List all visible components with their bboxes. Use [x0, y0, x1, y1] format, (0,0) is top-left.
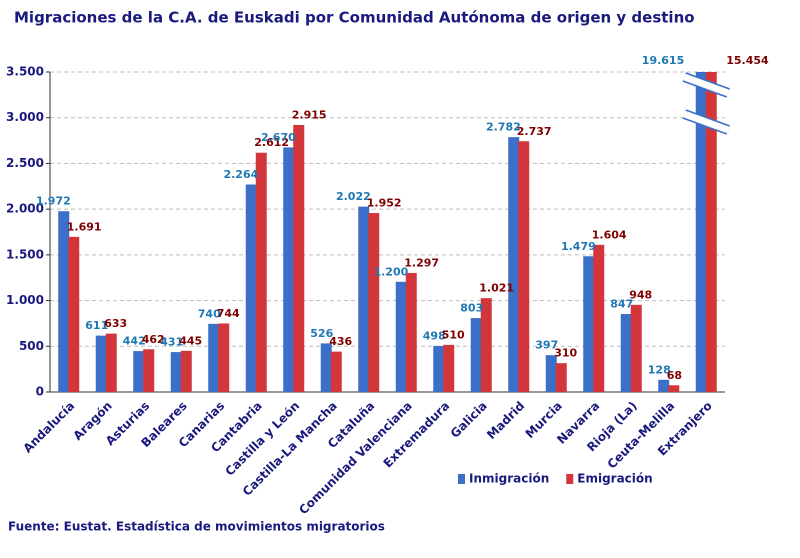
axis-break [683, 73, 730, 97]
bar [218, 323, 230, 392]
bar [583, 256, 595, 392]
value-label: 431 [160, 336, 183, 349]
bar [658, 379, 670, 392]
value-label: 526 [310, 327, 333, 340]
value-label: 397 [535, 339, 558, 352]
bar [470, 318, 482, 392]
bar [105, 333, 117, 392]
value-label: 2.737 [517, 125, 552, 138]
bar [433, 345, 445, 392]
bar [593, 244, 605, 392]
value-label: 948 [629, 288, 652, 301]
value-label: 15.454 [726, 54, 769, 67]
bar [620, 314, 632, 392]
bar [255, 152, 267, 392]
bar [293, 124, 305, 392]
value-label: 847 [610, 298, 633, 311]
bar [245, 184, 257, 392]
value-label: 611 [85, 319, 108, 332]
value-label: 1.479 [561, 240, 596, 253]
bar [95, 335, 107, 392]
y-tick-label: 500 [19, 339, 44, 353]
bar [180, 350, 192, 392]
bar [545, 355, 557, 392]
value-label: 68 [667, 369, 682, 382]
y-tick-label: 3.500 [6, 65, 44, 79]
bar [133, 351, 145, 392]
bar [443, 344, 455, 392]
y-tick-label: 2.500 [6, 156, 44, 170]
bar [283, 147, 295, 392]
bar [170, 352, 182, 392]
bar [395, 281, 407, 392]
value-label: 740 [198, 307, 221, 320]
value-label: 436 [329, 335, 352, 348]
bars [58, 72, 717, 392]
x-tick-label: Galicia [448, 399, 490, 441]
value-label: 2.612 [254, 136, 289, 149]
value-label: 1.021 [479, 282, 514, 295]
value-label: 1.297 [404, 256, 439, 269]
value-label: 2.782 [486, 121, 521, 134]
bar [68, 236, 80, 392]
legend-label: Emigración [577, 472, 652, 486]
value-label: 2.022 [336, 190, 371, 203]
bar [358, 206, 370, 392]
value-label: 633 [104, 317, 127, 330]
value-label: 2.264 [223, 168, 258, 181]
value-label: 310 [554, 347, 577, 360]
legend-label: Inmigración [469, 472, 549, 486]
value-label: 510 [442, 328, 465, 341]
x-tick-label: Extremadura [381, 399, 453, 471]
bar [330, 351, 342, 392]
value-label: 462 [142, 333, 165, 346]
legend-swatch [566, 474, 574, 484]
value-label: 744 [217, 307, 240, 320]
bar [630, 304, 642, 392]
bar [705, 72, 717, 392]
value-label: 442 [123, 335, 146, 348]
value-label: 2.670 [261, 131, 296, 144]
x-tick-label: Andalucía [20, 399, 77, 456]
bar [668, 385, 680, 392]
axis-break [683, 110, 730, 134]
y-tick-label: 1.500 [6, 247, 44, 261]
y-tick-label: 3.000 [6, 110, 44, 124]
bar [143, 349, 155, 392]
bar [58, 211, 70, 392]
x-tick-label: Ceuta-Melilla [605, 399, 678, 472]
source-note: Fuente: Eustat. Estadística de movimient… [8, 520, 385, 534]
x-tick-label: Madrid [484, 399, 527, 442]
bar [320, 343, 332, 392]
value-label: 498 [423, 329, 446, 342]
bar [208, 323, 220, 392]
value-label: 1.200 [373, 265, 408, 278]
bar [405, 272, 417, 392]
bar [508, 137, 520, 392]
value-label: 19.615 [642, 54, 684, 67]
bar [518, 141, 530, 392]
bar [368, 213, 380, 392]
bar [555, 363, 567, 392]
value-label: 1.604 [592, 228, 627, 241]
y-tick-label: 1.000 [6, 293, 44, 307]
value-label: 1.952 [367, 197, 402, 210]
bar [480, 298, 492, 392]
value-label: 803 [460, 302, 483, 315]
legend-swatch [458, 474, 465, 484]
value-label: 1.972 [36, 195, 71, 208]
value-label: 2.915 [292, 108, 327, 121]
chart-title: Migraciones de la C.A. de Euskadi por Co… [14, 9, 695, 27]
y-tick-label: 0 [36, 385, 44, 399]
bar [695, 72, 707, 392]
value-label: 1.691 [67, 220, 102, 233]
y-tick-label: 2.000 [6, 202, 44, 216]
value-label: 128 [648, 363, 671, 376]
value-label: 445 [179, 334, 202, 347]
